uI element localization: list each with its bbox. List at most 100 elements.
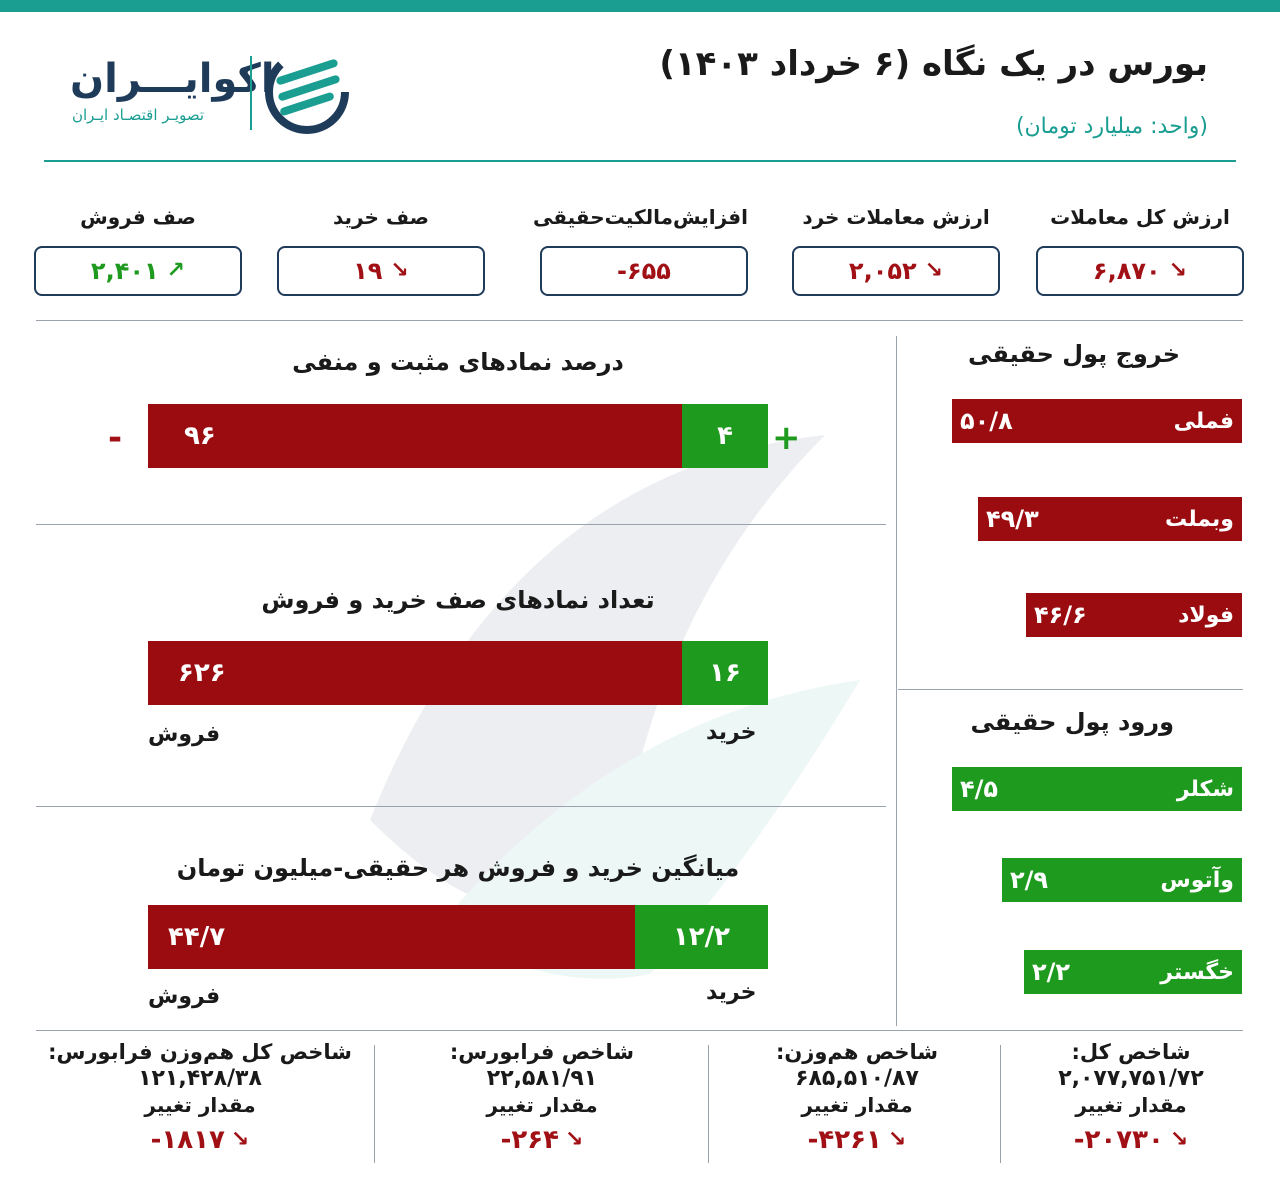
change-value: -۴۲۶۱ (807, 1125, 882, 1155)
index-value: ۱۲۱,۴۲۸/۳۸ (138, 1066, 262, 1091)
stat-buy-queue: صف خرید ۱۹ ↘ (277, 200, 485, 296)
stat-box: ۲,۰۵۲ ↘ (792, 246, 1000, 296)
stat-value: ۲,۴۰۱ (90, 257, 159, 285)
outflow-bar: ۴۹/۳ وبملت (978, 497, 1242, 541)
inflow-value: ۲/۲ (1032, 958, 1071, 986)
data-label: ۱۲/۲ (672, 922, 731, 952)
index-divider (708, 1045, 709, 1163)
stat-retail-value: ارزش معاملات خرد ۲,۰۵۲ ↘ (792, 200, 1000, 296)
logo-divider (250, 56, 252, 130)
page-title: بورس در یک نگاه (۶ خرداد ۱۴۰۳) (659, 44, 1208, 84)
top-accent-bar (0, 0, 1280, 12)
index-value: ۲,۰۷۷,۷۵۱/۷۲ (1058, 1066, 1204, 1091)
column-divider (896, 336, 897, 1026)
index-value: ۲۲,۵۸۱/۹۱ (486, 1066, 598, 1091)
stat-label: صف فروش (80, 205, 196, 229)
data-label: ۹۶ (184, 421, 216, 451)
index-change: -۴۲۶۱ ↘ (726, 1125, 988, 1155)
stat-label: صف خرید (332, 205, 430, 229)
change-value: -۱۸۱۷ (150, 1125, 225, 1155)
brand-mark-icon (265, 50, 349, 134)
data-label: ۱۶ (709, 658, 741, 688)
bar-segment-positive: ۴ (682, 404, 768, 468)
inflow-bar: ۲/۹ وآتوس (1002, 858, 1242, 902)
arrow-down-right-icon: ↘ (924, 258, 944, 283)
section-divider (36, 524, 886, 525)
index-farabourse: شاخص فرابورس: ۲۲,۵۸۱/۹۱ مقدار تغییر -۲۶۴… (392, 1040, 692, 1155)
negative-sign: - (108, 418, 123, 458)
bar-segment-negative: ۹۶ (148, 404, 682, 468)
arrow-down-right-icon: ↘ (1168, 258, 1188, 283)
outflow-bar: ۵۰/۸ فملی (952, 399, 1242, 443)
arrow-down-right-icon: ↘ (1169, 1127, 1189, 1152)
buy-caption: خرید (706, 980, 757, 1005)
stat-box: -۶۵۵ (540, 246, 748, 296)
outflow-value: ۴۶/۶ (1034, 601, 1087, 629)
stat-individual-ownership: افزایش‌مالکیت‌حقیقی -۶۵۵ (533, 200, 748, 296)
stacked-bar: ۹۶ ۴ (148, 404, 768, 468)
brand-tagline: تصویـر اقتصـاد ایـران (72, 106, 205, 124)
arrow-down-right-icon: ↘ (230, 1127, 250, 1152)
bar-segment-sell: ۶۲۶ (148, 641, 682, 705)
arrow-down-right-icon: ↘ (564, 1127, 584, 1152)
data-label: ۴۴/۷ (168, 922, 226, 952)
stat-box: ۱۹ ↘ (277, 246, 485, 296)
stat-sell-queue: صف فروش ۲,۴۰۱ ↗ (34, 200, 242, 296)
change-label: مقدار تغییر (144, 1093, 256, 1117)
sell-caption: فروش (148, 722, 221, 747)
index-equal-weight: شاخص هم‌وزن: ۶۸۵,۵۱۰/۸۷ مقدار تغییر -۴۲۶… (726, 1040, 988, 1155)
index-label: شاخص کل: (1071, 1040, 1191, 1064)
index-label: شاخص کل هم‌وزن فرابورس: (48, 1040, 352, 1064)
chart-title: میانگین خرید و فروش هر حقیقی-میلیون توما… (176, 854, 740, 882)
section-divider (36, 1030, 1243, 1031)
index-value: ۶۸۵,۵۱۰/۸۷ (795, 1066, 919, 1091)
section-divider (898, 689, 1243, 690)
arrow-down-right-icon: ↘ (887, 1127, 907, 1152)
bar-segment-sell: ۴۴/۷ (148, 905, 635, 969)
outflow-value: ۴۹/۳ (986, 505, 1039, 533)
chart-title: درصد نمادهای مثبت و منفی (292, 348, 624, 376)
buy-caption: خرید (706, 720, 757, 745)
stat-box: ۲,۴۰۱ ↗ (34, 246, 242, 296)
index-total: شاخص کل: ۲,۰۷۷,۷۵۱/۷۲ مقدار تغییر -۲۰۷۳۰… (1020, 1040, 1242, 1155)
stat-value: ۶,۸۷۰ (1092, 257, 1161, 285)
stat-value: -۶۵۵ (617, 257, 671, 285)
change-value: -۲۰۷۳۰ (1073, 1125, 1164, 1155)
sell-caption: فروش (148, 984, 221, 1009)
index-divider (374, 1045, 375, 1163)
data-label: ۴ (717, 421, 733, 451)
unit-note: (واحد: میلیارد تومان) (1015, 114, 1208, 139)
header-divider (44, 160, 1236, 162)
bar-segment-buy: ۱۶ (682, 641, 768, 705)
stat-total-value: ارزش کل معاملات ۶,۸۷۰ ↘ (1036, 200, 1244, 296)
section-divider (36, 320, 1243, 321)
stat-box: ۶,۸۷۰ ↘ (1036, 246, 1244, 296)
inflow-symbol: شکلر (1176, 776, 1234, 802)
index-change: -۱۸۱۷ ↘ (40, 1125, 360, 1155)
inflow-symbol: وآتوس (1160, 867, 1234, 893)
change-label: مقدار تغییر (801, 1093, 913, 1117)
positive-sign: + (772, 418, 801, 458)
outflow-value: ۵۰/۸ (960, 407, 1013, 435)
brand-name: اکوایـــران (70, 56, 275, 102)
index-label: شاخص فرابورس: (449, 1040, 635, 1064)
index-label: شاخص هم‌وزن: (775, 1040, 939, 1064)
inflow-value: ۴/۵ (960, 775, 999, 803)
bar-segment-buy: ۱۲/۲ (635, 905, 768, 969)
stat-value: ۲,۰۵۲ (848, 257, 917, 285)
inflow-title: ورود پول حقیقی (970, 708, 1174, 736)
index-change: -۲۶۴ ↘ (392, 1125, 692, 1155)
change-label: مقدار تغییر (486, 1093, 598, 1117)
stat-value: ۱۹ (353, 257, 383, 285)
outflow-bar: ۴۶/۶ فولاد (1026, 593, 1242, 637)
change-label: مقدار تغییر (1075, 1093, 1187, 1117)
stacked-bar: ۴۴/۷ ۱۲/۲ (148, 905, 768, 969)
index-change: -۲۰۷۳۰ ↘ (1020, 1125, 1242, 1155)
chart-title: تعداد نمادهای صف خرید و فروش (261, 586, 655, 614)
data-label: ۶۲۶ (178, 658, 226, 688)
inflow-bar: ۲/۲ خگستر (1024, 950, 1242, 994)
stat-label: ارزش کل معاملات (1050, 205, 1230, 229)
index-farabourse-equal-weight: شاخص کل هم‌وزن فرابورس: ۱۲۱,۴۲۸/۳۸ مقدار… (40, 1040, 360, 1155)
outflow-symbol: فملی (1173, 408, 1234, 434)
inflow-bar: ۴/۵ شکلر (952, 767, 1242, 811)
